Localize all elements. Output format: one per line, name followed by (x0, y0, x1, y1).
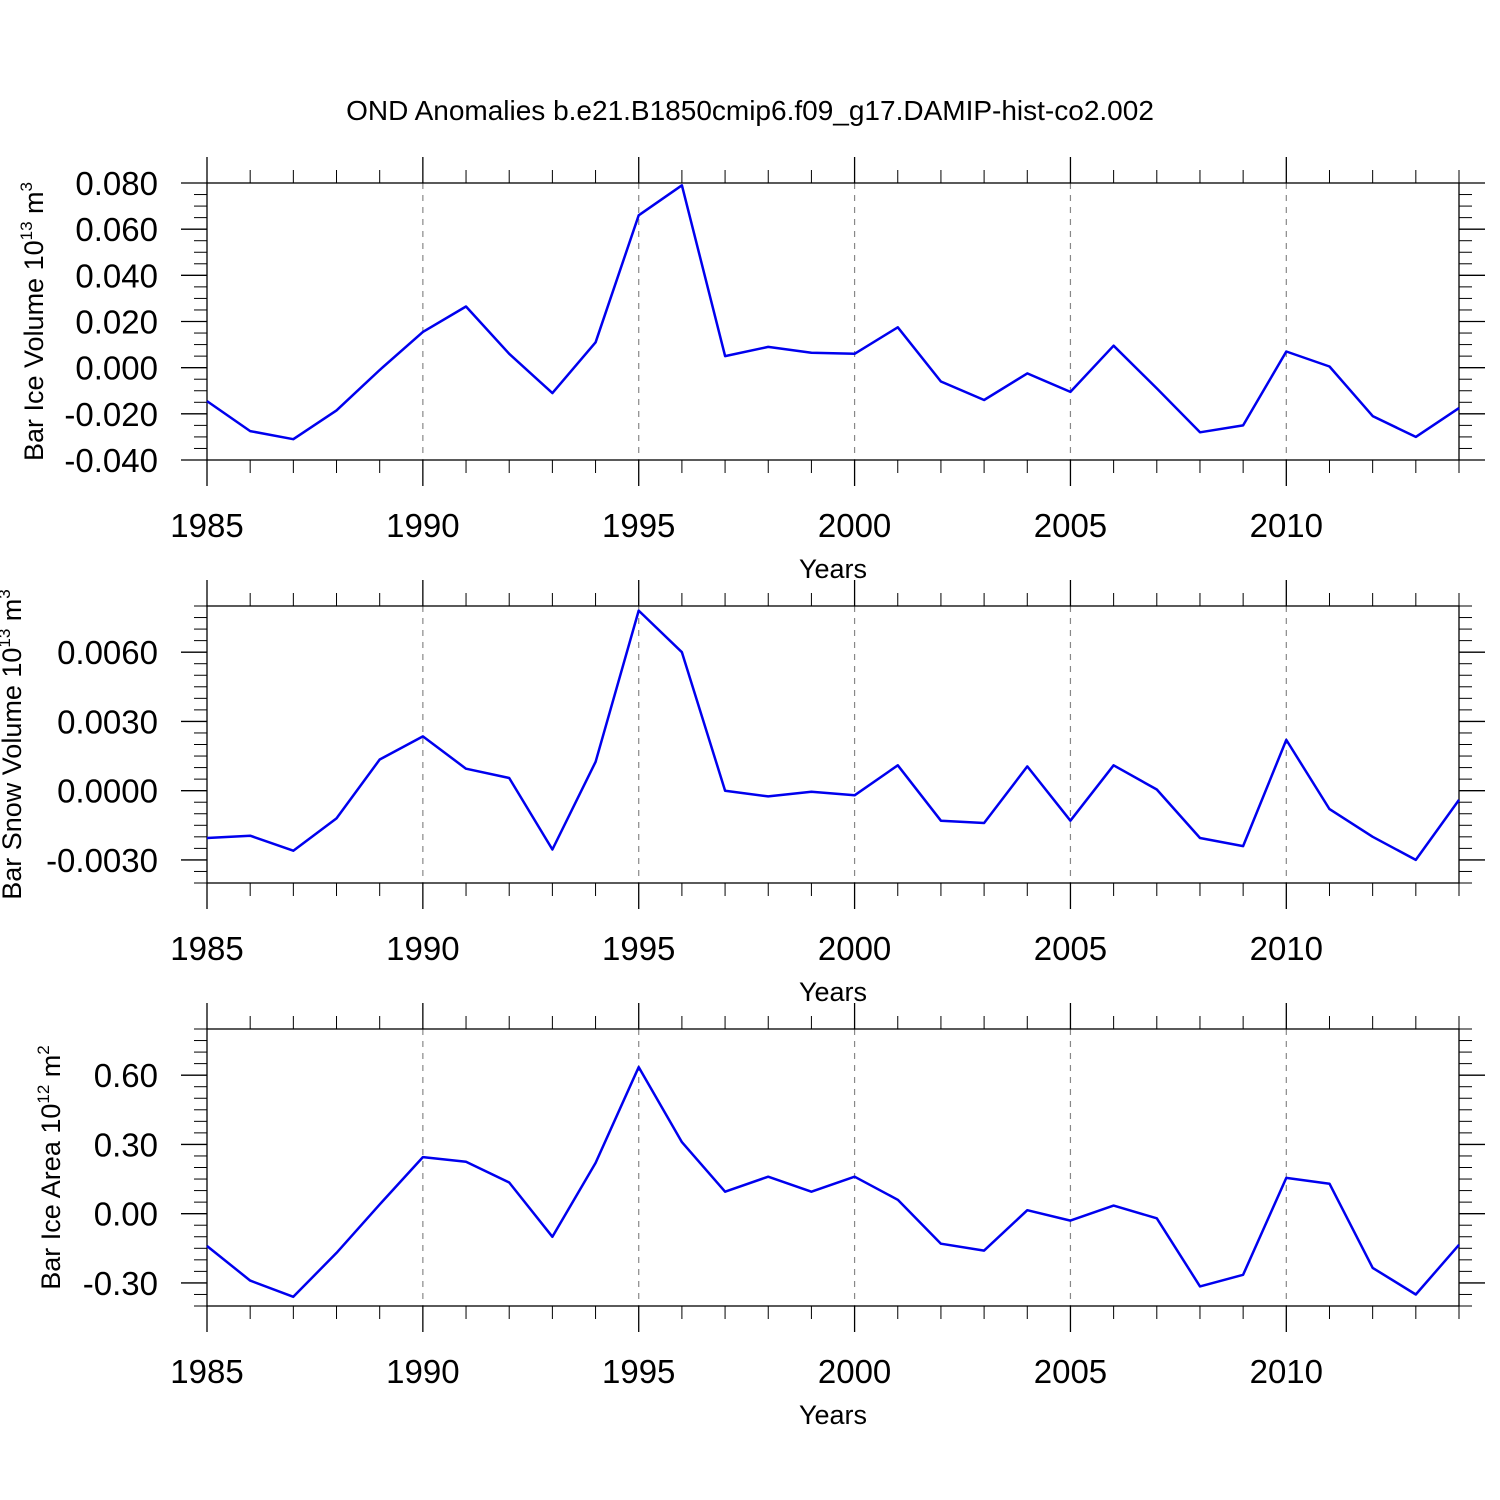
x-tick-label: 2010 (1250, 1353, 1323, 1390)
y-axis-title-exponent: 13 (17, 221, 36, 240)
x-tick-label: 2005 (1034, 930, 1107, 967)
y-axis-title-unit-exponent: 3 (0, 589, 14, 598)
series-line (206, 1065, 1460, 1299)
y-tick-label: 0.60 (94, 1057, 158, 1094)
plot-frame (206, 182, 1460, 461)
y-tick-label: -0.020 (64, 396, 158, 433)
x-tick-label: 1985 (170, 930, 243, 967)
panel-3: 1985 1990 1995 2000 2005 2010 -0.30 0.00 0.30 0.6… (34, 1003, 1485, 1430)
x-axis-title: Years (799, 1400, 867, 1430)
y-axis-title-text: Bar Ice Area 10 (36, 1104, 66, 1290)
panels: 1985 1990 1995 2000 2005 2010 -0.040 -0.020 0.00… (0, 157, 1485, 1430)
x-tick-label: 1995 (602, 930, 675, 967)
x-tick-label: 1985 (170, 1353, 243, 1390)
x-tick-label: 2005 (1034, 1353, 1107, 1390)
series-line (206, 184, 1460, 441)
y-axis-title: Bar Snow Volume 1013 m3 (0, 589, 27, 900)
y-axis-title-unit-exponent: 2 (34, 1045, 53, 1054)
x-tick-label: 2005 (1034, 507, 1107, 544)
x-tick-label: 2010 (1250, 930, 1323, 967)
y-tick-label: 0.080 (75, 165, 158, 202)
plot-frame (206, 605, 1460, 884)
x-tick-label: 1995 (602, 507, 675, 544)
x-tick-label: 1995 (602, 1353, 675, 1390)
panel-2: 1985 1990 1995 2000 2005 2010 -0.0030 0.0000 0.0… (0, 580, 1485, 1007)
y-tick-label: -0.040 (64, 442, 158, 479)
y-tick-label: 0.060 (75, 211, 158, 248)
y-tick-label: 0.000 (75, 350, 158, 387)
y-axis-title-unit: m (0, 599, 27, 629)
y-axis-title-text: Bar Ice Volume 10 (19, 240, 49, 461)
y-tick-label: 0.00 (94, 1196, 158, 1233)
x-tick-label: 1985 (170, 507, 243, 544)
x-tick-label: 2010 (1250, 507, 1323, 544)
y-axis-title: Bar Ice Area 1012 m2 (34, 1045, 66, 1290)
series-line (206, 609, 1461, 862)
panel-1: 1985 1990 1995 2000 2005 2010 -0.040 -0.020 0.00… (17, 157, 1485, 584)
plot-frame (206, 1028, 1460, 1307)
x-axis-title: Years (799, 554, 867, 584)
y-axis-title-unit: m (19, 191, 49, 221)
y-axis-title-unit: m (36, 1055, 66, 1085)
y-tick-label: 0.020 (75, 304, 158, 341)
y-axis-title-text: Bar Snow Volume 10 (0, 648, 27, 900)
y-tick-label: 0.040 (75, 257, 158, 294)
figure-title: OND Anomalies b.e21.B1850cmip6.f09_g17.D… (346, 95, 1154, 126)
y-axis-title-unit-exponent: 3 (17, 182, 36, 191)
x-tick-label: 2000 (818, 1353, 891, 1390)
y-tick-label: 0.0000 (57, 773, 158, 810)
y-tick-label: 0.0030 (57, 703, 158, 740)
y-tick-label: -0.30 (83, 1265, 158, 1302)
y-axis-title: Bar Ice Volume 1013 m3 (17, 182, 49, 461)
y-tick-label: -0.0030 (46, 842, 158, 879)
x-tick-label: 1990 (386, 1353, 459, 1390)
y-axis-title-exponent: 12 (34, 1085, 53, 1104)
y-axis-title-exponent: 13 (0, 629, 14, 648)
x-axis-title: Years (799, 977, 867, 1007)
x-tick-label: 2000 (818, 507, 891, 544)
x-tick-label: 1990 (386, 507, 459, 544)
x-tick-label: 1990 (386, 930, 459, 967)
y-tick-label: 0.30 (94, 1126, 158, 1163)
x-tick-label: 2000 (818, 930, 891, 967)
y-tick-label: 0.0060 (57, 634, 158, 671)
